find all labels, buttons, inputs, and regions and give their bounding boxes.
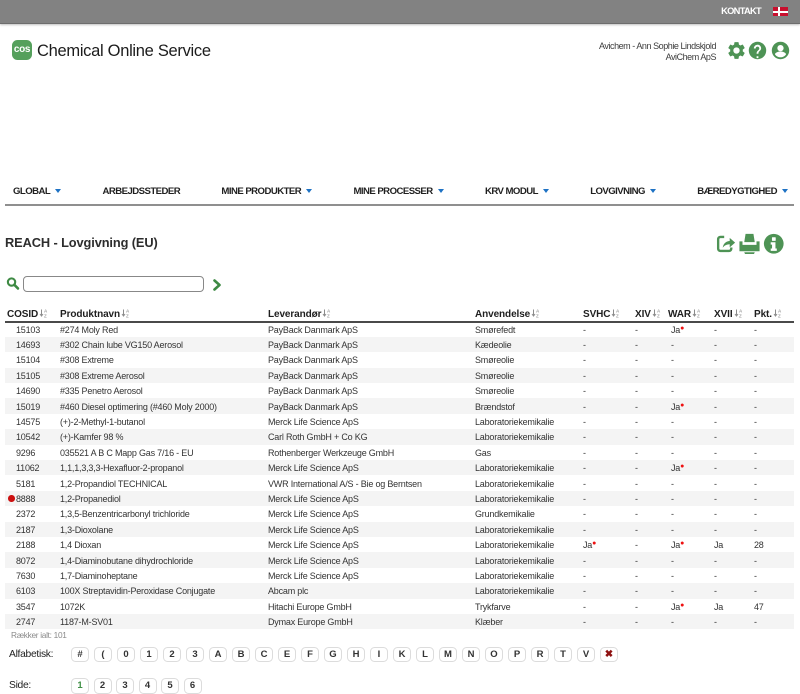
svg-text:Z: Z <box>126 313 129 318</box>
svg-text:Z: Z <box>536 313 539 318</box>
svg-text:A: A <box>616 308 620 313</box>
svg-text:Z: Z <box>778 313 781 318</box>
svg-text:A: A <box>126 308 130 313</box>
svg-text:A: A <box>697 308 701 313</box>
svg-text:Z: Z <box>616 313 619 318</box>
svg-text:A: A <box>739 308 743 313</box>
svg-text:Z: Z <box>697 313 700 318</box>
svg-text:A: A <box>778 308 782 313</box>
svg-text:A: A <box>327 308 331 313</box>
svg-text:Z: Z <box>44 313 47 318</box>
svg-text:Z: Z <box>327 313 330 318</box>
svg-text:A: A <box>657 308 661 313</box>
svg-text:A: A <box>44 308 48 313</box>
svg-text:Z: Z <box>657 313 660 318</box>
svg-text:A: A <box>536 308 540 313</box>
svg-text:Z: Z <box>739 313 742 318</box>
